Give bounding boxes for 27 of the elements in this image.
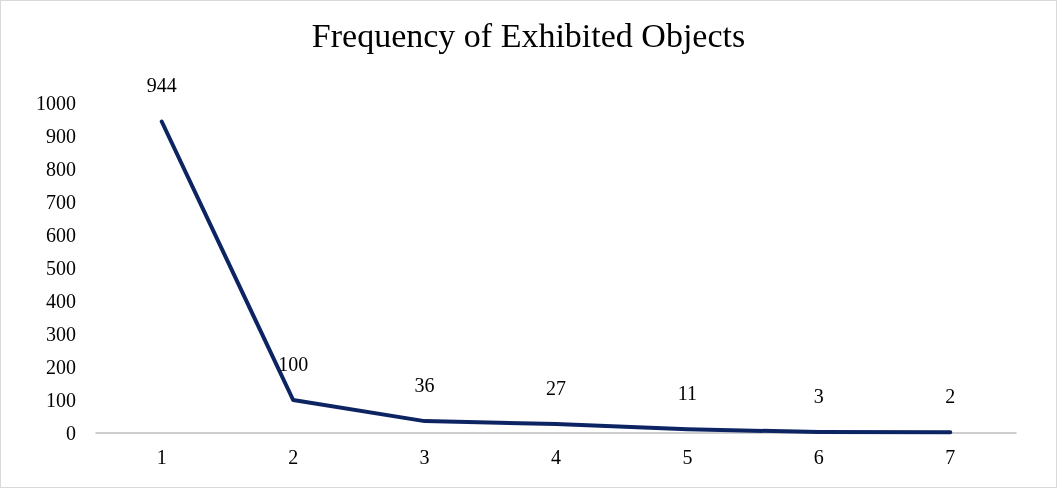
x-tick-label: 6 bbox=[813, 446, 824, 468]
line-series bbox=[159, 119, 953, 435]
y-tick-label: 300 bbox=[46, 323, 76, 345]
chart-title: Frequency of Exhibited Objects bbox=[311, 16, 746, 54]
x-tick-label: 5 bbox=[682, 446, 693, 468]
data-label: 3 bbox=[813, 385, 824, 408]
data-label: 36 bbox=[414, 374, 435, 397]
y-tick-label: 800 bbox=[46, 158, 76, 180]
x-tick-label: 1 bbox=[156, 446, 167, 468]
x-tick-label: 7 bbox=[945, 446, 956, 468]
y-tick-label: 900 bbox=[46, 125, 76, 147]
data-label: 2 bbox=[945, 385, 956, 408]
y-tick-label: 0 bbox=[66, 422, 76, 444]
y-tick-label: 500 bbox=[46, 257, 76, 279]
y-tick-label: 1000 bbox=[36, 92, 76, 114]
y-tick-label: 100 bbox=[46, 389, 76, 411]
x-tick-label: 4 bbox=[551, 446, 561, 468]
x-tick-label: 2 bbox=[288, 446, 299, 468]
y-tick-label: 400 bbox=[46, 290, 76, 312]
y-tick-label: 200 bbox=[46, 356, 76, 378]
x-tick-label: 3 bbox=[419, 446, 430, 468]
data-label: 27 bbox=[546, 377, 566, 400]
data-label: 11 bbox=[677, 382, 698, 405]
y-tick-label: 600 bbox=[46, 224, 76, 246]
data-label: 944 bbox=[146, 74, 177, 97]
data-label: 100 bbox=[278, 353, 309, 375]
y-tick-label: 700 bbox=[46, 191, 76, 213]
